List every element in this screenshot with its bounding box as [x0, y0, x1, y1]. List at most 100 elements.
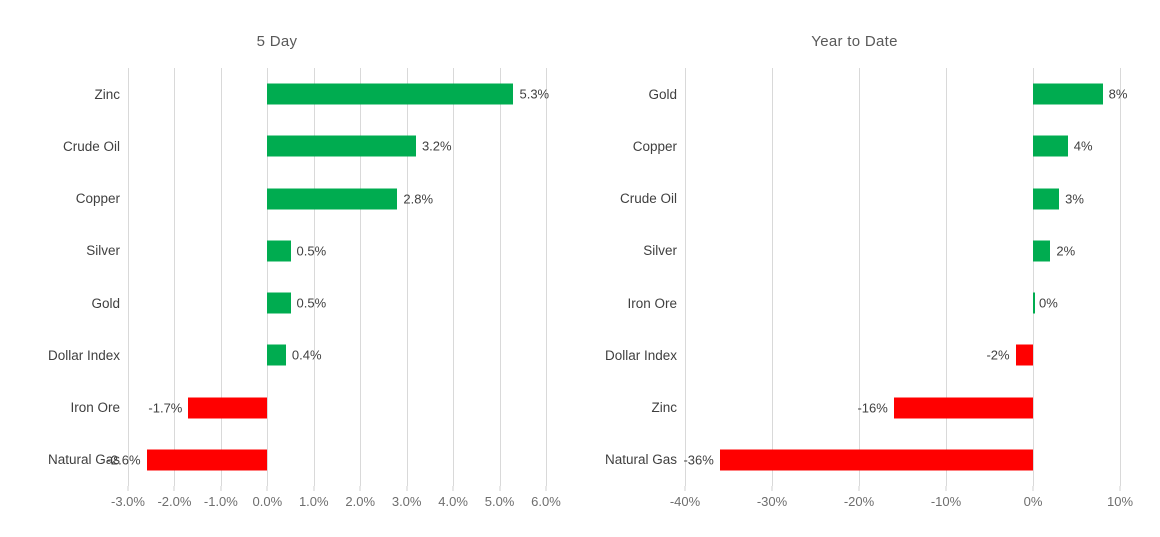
data-label-dollar-index: 0.4% — [291, 347, 322, 363]
category-labels: Zinc Crude Oil Copper Silver Gold Dollar Inde… — [8, 68, 128, 486]
x-tick-mark — [1032, 486, 1034, 491]
category-label-natural-gas: Natural Gas — [47, 452, 120, 468]
x-tick-mark — [173, 486, 175, 491]
bar-silver — [267, 240, 291, 262]
chart-title: 5 Day — [256, 33, 298, 50]
category-label-gold: Gold — [91, 295, 120, 311]
x-tick-mark — [266, 486, 268, 491]
bar-iron-ore — [1033, 292, 1035, 314]
category-label-zinc: Zinc — [94, 86, 120, 102]
x-tick-mark — [945, 486, 947, 491]
gridline — [685, 68, 686, 486]
gridline — [220, 68, 222, 486]
data-label-natural-gas: -36% — [683, 452, 714, 468]
bar-zinc — [267, 83, 514, 105]
x-tick-label: 5.0% — [484, 494, 515, 509]
x-tick-label: 0.0% — [252, 494, 283, 509]
gridline — [546, 68, 547, 486]
x-tick-label: -10% — [930, 494, 962, 509]
data-label-dollar-index: -2% — [986, 347, 1010, 363]
bar-row: 3.2% — [128, 120, 546, 172]
data-label-copper: 4% — [1073, 138, 1093, 154]
bar-iron-ore — [188, 397, 268, 419]
gridline — [1120, 68, 1121, 486]
category-label-iron-ore: Iron Ore — [70, 400, 120, 416]
x-tick-label: 6.0% — [531, 494, 561, 509]
category-label-silver: Silver — [643, 243, 677, 259]
bar-row: -1.7% — [128, 382, 546, 434]
chart-5-day: 5 Day Zinc Crude Oil Copper Silver Gold Dolla… — [8, 0, 561, 537]
x-tick-label: -20% — [843, 494, 875, 509]
gridline — [267, 68, 269, 486]
bar-silver — [1033, 240, 1051, 262]
bar-row: -2% — [685, 329, 1120, 381]
data-label-gold: 0.5% — [296, 295, 327, 311]
chart-year-to-date: Year to Date Gold Copper Crude Oil Silver Ir… — [589, 0, 1133, 537]
bar-dollar-index — [267, 344, 286, 366]
x-tick-label: 10% — [1106, 494, 1134, 509]
gridline — [1033, 68, 1034, 486]
bar-row: 2.8% — [128, 173, 546, 225]
category-label-natural-gas: Natural Gas — [604, 452, 677, 468]
category-label-crude-oil: Crude Oil — [62, 138, 120, 154]
bar-gold — [267, 292, 291, 314]
bar-row: 2% — [685, 225, 1120, 277]
bar-copper — [267, 188, 398, 210]
category-labels: Gold Copper Crude Oil Silver Iron Ore Dollar … — [589, 68, 685, 486]
data-label-crude-oil: 3.2% — [421, 138, 452, 154]
bar-row: 3% — [685, 173, 1120, 225]
bar-row: -16% — [685, 382, 1120, 434]
x-tick-label: -3.0% — [111, 494, 145, 509]
gridline — [174, 68, 176, 486]
data-label-iron-ore: -1.7% — [148, 400, 183, 416]
category-label-copper: Copper — [632, 138, 677, 154]
gridline — [453, 68, 455, 486]
x-tick-mark — [406, 486, 408, 491]
plot-rows: 8% 4% 3% 2% 0% -2% -16% -36% — [683, 68, 1127, 486]
bar-zinc — [893, 397, 1033, 419]
category-label-silver: Silver — [86, 243, 120, 259]
gridline — [499, 68, 501, 486]
plot-area: 8% 4% 3% 2% 0% -2% -16% -36% — [683, 68, 1127, 486]
bar-natural-gas — [146, 449, 268, 471]
data-label-crude-oil: 3% — [1065, 191, 1084, 207]
category-label-dollar-index: Dollar Index — [604, 347, 677, 363]
x-tick-label: -2.0% — [157, 494, 192, 509]
gridline — [859, 68, 860, 486]
x-tick-label: 2.0% — [345, 494, 376, 509]
data-label-zinc: -16% — [857, 400, 888, 416]
x-tick-label: -1.0% — [203, 494, 238, 509]
x-tick-label: 1.0% — [298, 494, 329, 509]
x-tick-label: -40% — [669, 494, 701, 509]
bar-dollar-index — [1015, 344, 1033, 366]
gridline — [313, 68, 315, 486]
data-label-copper: 2.8% — [403, 191, 434, 207]
gridline — [128, 68, 129, 486]
category-label-copper: Copper — [75, 191, 120, 207]
x-axis: -40% -30% -20% -10% 0% 10% — [670, 486, 1133, 516]
bar-row: 8% — [685, 68, 1127, 120]
x-tick-mark — [127, 486, 129, 491]
data-label-silver: 2% — [1056, 243, 1076, 259]
x-tick-mark — [499, 486, 501, 491]
data-label-zinc: 5.3% — [519, 86, 550, 102]
data-label-silver: 0.5% — [296, 243, 327, 259]
x-tick-label: -30% — [756, 494, 788, 509]
category-label-zinc: Zinc — [651, 400, 677, 416]
x-tick-mark — [858, 486, 860, 491]
x-tick-mark — [220, 486, 222, 491]
gridline — [360, 68, 362, 486]
gridline — [406, 68, 408, 486]
x-tick-mark — [313, 486, 315, 491]
x-tick-mark — [684, 486, 686, 491]
x-tick-mark — [359, 486, 361, 491]
bar-natural-gas — [719, 449, 1033, 471]
bar-row: 0.5% — [128, 225, 546, 277]
x-tick-label: 4.0% — [438, 494, 468, 509]
x-tick-label: 3.0% — [391, 494, 422, 509]
x-tick-mark — [545, 486, 547, 491]
bar-row: 0.4% — [128, 329, 546, 381]
x-tick-mark — [771, 486, 773, 491]
bar-row: 0.5% — [128, 277, 546, 329]
